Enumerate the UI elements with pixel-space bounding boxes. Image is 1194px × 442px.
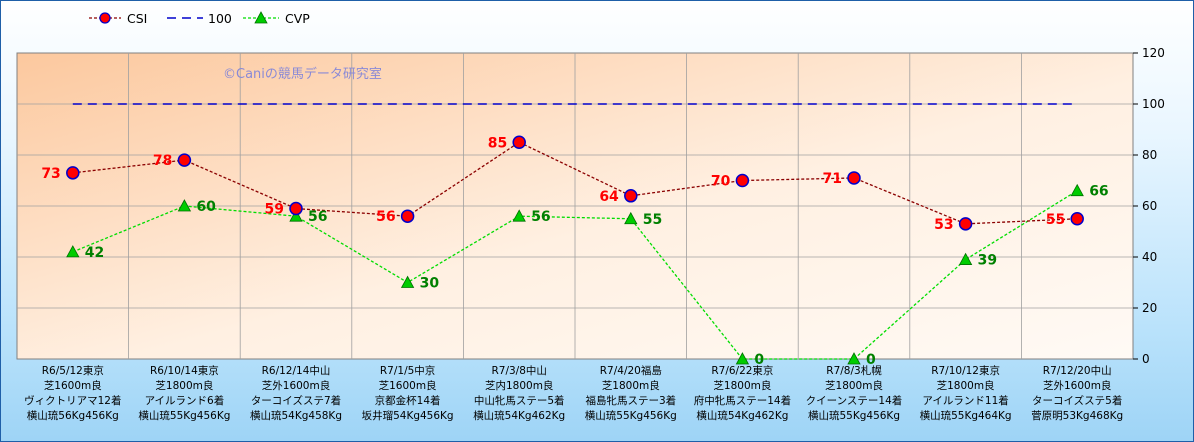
csi-point (1070, 212, 1084, 226)
cvp-data-label: 56 (531, 209, 550, 225)
x-tick-label: R6/10/14東京 (150, 364, 219, 377)
x-tick-label: 芝外1600m良 (262, 379, 330, 392)
csi-data-label: 56 (376, 209, 395, 225)
csi-data-label: 78 (153, 153, 172, 169)
cvp-point (400, 275, 415, 288)
csi-point (177, 153, 192, 167)
cvp-data-label: 0 (754, 352, 764, 368)
series-line-csi (72, 141, 1078, 225)
x-tick-label: 芝1800m良 (155, 379, 213, 392)
x-tick-label: 横山琉56Kg456Kg (27, 409, 119, 422)
x-tick-label: アイルランド6着 (145, 394, 225, 407)
x-tick-label: 横山琉54Kg462Kg (473, 409, 565, 422)
cvp-point (177, 199, 192, 212)
csi-point (512, 135, 526, 149)
cvp-data-label: 66 (1089, 184, 1108, 200)
csi-point (66, 166, 80, 180)
y-tick-label: 60 (1142, 199, 1157, 213)
x-tick-label: R7/12/20中山 (1043, 364, 1112, 377)
cvp-data-label: 55 (643, 212, 662, 228)
y-tick-label: 120 (1142, 46, 1165, 60)
legend-label-100: 100 (208, 11, 232, 26)
x-tick-label: 横山琉55Kg464Kg (920, 409, 1012, 422)
x-tick-label: 芝内1800m良 (485, 379, 553, 392)
x-tick-label: R7/10/12東京 (931, 364, 1000, 377)
cvp-point (958, 252, 973, 265)
legend-label-cvp: CVP (285, 11, 310, 26)
x-tick-label: ターコイズステ5着 (1032, 394, 1122, 407)
csi-data-label: 53 (934, 217, 953, 233)
legend-marker-csi (99, 12, 111, 24)
x-tick-label: 横山琉55Kg456Kg (585, 409, 677, 422)
x-tick-label: 横山琉54Kg462Kg (696, 409, 788, 422)
x-tick-label: R7/3/8中山 (491, 364, 546, 377)
csi-data-label: 71 (823, 171, 842, 187)
x-tick-label: R6/5/12東京 (42, 364, 104, 377)
x-tick-label: 芝1800m良 (937, 379, 995, 392)
y-tick-label: 0 (1142, 352, 1150, 366)
y-tick-label: 40 (1142, 250, 1157, 264)
csi-point (400, 209, 415, 223)
x-tick-label: 京都金杯14着 (375, 394, 441, 407)
x-tick-label: 芝1600m良 (379, 379, 437, 392)
cvp-data-label: 42 (85, 245, 104, 261)
x-tick-label: 菅原明53Kg468Kg (1031, 410, 1123, 422)
csi-point (735, 173, 750, 188)
csi-data-label: 64 (599, 189, 619, 205)
cvp-data-label: 39 (978, 253, 997, 269)
x-tick-label: 芝1800m良 (825, 379, 883, 392)
legend-marker-cvp (254, 11, 268, 24)
cvp-data-label: 0 (866, 352, 876, 368)
x-tick-label: 府中牝馬ステー14着 (694, 394, 791, 407)
cvp-point (735, 352, 750, 365)
series-line-cvp (72, 190, 1078, 360)
csi-data-label: 85 (488, 135, 507, 151)
x-tick-label: 芝1800m良 (713, 379, 771, 392)
cvp-point (847, 352, 861, 365)
x-tick-label: R6/12/14中山 (262, 364, 331, 377)
cvp-point (66, 245, 80, 258)
x-tick-label: ターコイズステ7着 (251, 394, 341, 407)
x-tick-label: R7/8/3札幌 (826, 364, 882, 377)
cvp-point (289, 209, 303, 222)
csi-point (624, 189, 638, 203)
cvp-data-label: 60 (196, 199, 216, 215)
y-tick-label: 100 (1142, 97, 1165, 111)
y-tick-label: 20 (1142, 301, 1157, 315)
x-tick-label: 芝外1600m良 (1043, 379, 1111, 392)
csi-data-label: 59 (265, 202, 284, 218)
x-tick-label: 横山琉54Kg458Kg (250, 409, 342, 422)
x-tick-label: 横山琉55Kg456Kg (138, 409, 230, 422)
legend-label-csi: CSI (127, 11, 147, 26)
cvp-point (1070, 183, 1084, 197)
x-tick-label: 中山牝馬ステー5着 (474, 394, 565, 407)
x-tick-label: 福島牝馬ステー3着 (585, 394, 676, 407)
x-tick-label: 坂井瑠54Kg456Kg (362, 409, 454, 422)
x-tick-label: R7/6/22東京 (711, 364, 773, 377)
csi-data-label: 73 (41, 166, 60, 182)
x-tick-label: クイーンステー14着 (806, 394, 903, 407)
x-tick-label: 芝1600m良 (44, 379, 102, 392)
csi-point (289, 201, 303, 216)
csi-point (847, 171, 861, 185)
x-tick-label: ヴィクトリアマ12着 (24, 394, 121, 407)
cvp-data-label: 56 (308, 209, 327, 225)
x-tick-label: アイルランド11着 (922, 394, 1008, 407)
csi-data-label: 70 (711, 174, 731, 190)
x-tick-label: 芝1800m良 (602, 379, 660, 392)
csi-data-label: 55 (1046, 212, 1065, 228)
x-tick-label: R7/1/5中京 (380, 364, 435, 377)
cvp-data-label: 30 (420, 276, 440, 292)
cvp-point (512, 209, 526, 222)
x-tick-label: 横山琉55Kg456Kg (808, 409, 900, 422)
watermark: ©Caniの競馬データ研究室 (223, 66, 382, 82)
x-tick-label: R7/4/20福島 (600, 364, 662, 377)
y-tick-label: 80 (1142, 148, 1157, 162)
csi-point (958, 217, 973, 231)
cvp-point (624, 211, 638, 225)
